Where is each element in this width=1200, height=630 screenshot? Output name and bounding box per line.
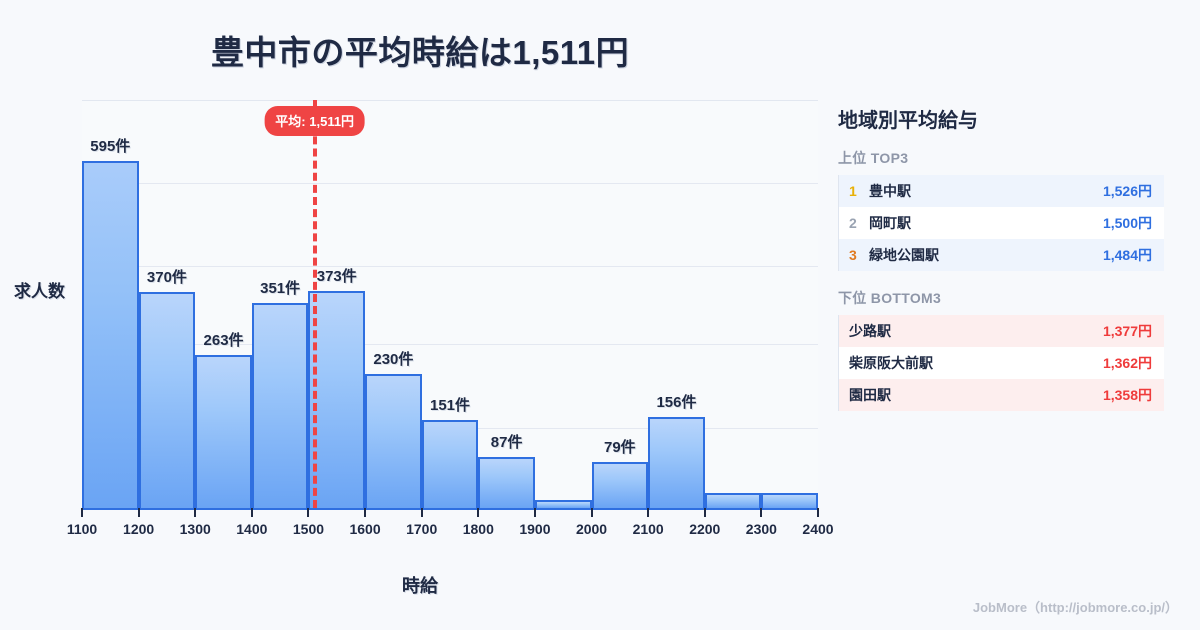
station-wage: 1,484円 [1102,247,1152,263]
x-tick-label: 2200 [689,521,721,537]
gridline [82,183,818,184]
x-tick-label: 2000 [575,521,608,537]
bottom3-heading: 下位 BOTTOM3 [838,290,942,306]
station-wage: 1,377円 [1102,323,1152,339]
bar-value-label: 373件 [316,267,357,285]
x-tick-label: 1900 [519,521,551,537]
x-tick [364,508,367,517]
station-name: 柴原阪大前駅 [849,355,933,371]
top3-list: 1 豊中駅 1,526円 2 岡町駅 1,500円 3 緑地公園駅 1,484円 [838,175,1164,271]
bar [648,417,705,508]
x-tick [477,508,480,517]
top3-heading: 上位 TOP3 [838,150,909,166]
bar [534,500,592,508]
station-wage: 1,526円 [1102,183,1152,199]
x-tick [194,508,197,517]
x-tick-label: 1800 [462,521,494,537]
x-tick-label: 1400 [236,521,268,537]
x-tick [307,508,310,517]
station-name: 緑地公園駅 [869,247,939,263]
station-name: 園田駅 [849,387,891,403]
x-tick-label: 1700 [406,521,438,537]
x-axis-title: 時給 [402,576,438,596]
rank-number: 1 [849,183,857,199]
rank-row[interactable]: 園田駅 1,358円 [839,379,1164,411]
x-tick [760,508,763,517]
x-tick [137,508,140,517]
histogram-chart: 595件 370件 263件 351件 373件 230件 151件 87件 79件 156件 1… [14,100,834,596]
bar-value-label: 351件 [260,280,301,298]
x-tick [703,508,706,517]
gridline [82,344,818,345]
x-tick [533,508,536,517]
x-axis-line [82,508,818,510]
region-salary-panel: 地域別平均給与 上位 TOP3 1 豊中駅 1,526円 2 岡町駅 1,500円 3 緑地公… [838,0,1200,630]
station-wage: 1,362円 [1102,355,1152,371]
rank-row[interactable]: 3 緑地公園駅 1,484円 [839,239,1164,271]
station-wage: 1,500円 [1102,215,1152,231]
bar [195,354,252,508]
average-line [312,100,317,508]
rank-row[interactable]: 少路駅 1,377円 [839,315,1164,347]
rank-number: 2 [849,215,857,231]
bar [704,493,762,508]
station-name: 豊中駅 [869,183,911,199]
y-axis-title: 求人数 [14,282,65,301]
x-tick [420,508,423,517]
bar [761,493,818,508]
rank-number: 3 [849,247,857,263]
bar-value-label: 263件 [203,331,244,349]
page-title: 豊中市の平均時給は1,511円 [210,34,630,71]
rank-row[interactable]: 2 岡町駅 1,500円 [839,207,1164,239]
bar [421,420,479,508]
bar-value-label: 151件 [429,396,471,414]
rank-row[interactable]: 柴原阪大前駅 1,362円 [839,347,1164,379]
station-name: 少路駅 [849,323,891,339]
bar-value-label: 87件 [490,434,523,452]
x-tick-label: 2100 [632,521,664,537]
source-watermark: JobMore（http://jobmore.co.jp/） [972,600,1178,615]
bar [478,457,535,508]
bottom3-section: 下位 BOTTOM3 少路駅 1,377円柴原阪大前駅 1,362円園田駅 1,358… [838,288,1164,411]
station-wage: 1,358円 [1102,387,1152,403]
x-tick-label: 1100 [66,521,98,537]
panel-title: 地域別平均給与 [838,110,978,132]
x-tick [590,508,593,517]
x-tick-label: 1300 [179,521,211,537]
x-tick [817,508,819,517]
bar-value-label: 370件 [146,269,187,287]
station-name: 岡町駅 [869,215,911,231]
bar [308,290,366,508]
bar [591,461,649,508]
bar-value-label: 230件 [373,350,414,368]
gridline [82,266,818,267]
average-badge: 平均: 1,511円 [264,106,366,136]
bar-value-label: 595件 [90,138,131,156]
x-tick-label: 2400 [802,521,834,537]
x-tick-label: 1600 [349,521,381,537]
rank-row[interactable]: 1 豊中駅 1,526円 [839,175,1164,207]
bar-value-label: 79件 [604,438,636,456]
bar [251,303,309,508]
bar-series [82,101,818,508]
plot-area [82,100,818,508]
x-tick-label: 2300 [745,521,777,537]
x-tick-label: 1500 [292,521,325,537]
bar [82,161,139,508]
bar-value-label: 156件 [656,394,697,412]
bottom3-list: 少路駅 1,377円柴原阪大前駅 1,362円園田駅 1,358円 [838,315,1164,411]
x-tick [647,508,650,517]
bar [138,292,196,508]
top3-section: 上位 TOP3 1 豊中駅 1,526円 2 岡町駅 1,500円 3 緑地公園駅 1,484円 [838,148,1164,271]
x-tick-label: 1200 [123,521,155,537]
x-tick [250,508,253,517]
x-tick [81,508,83,517]
bar [365,373,422,508]
